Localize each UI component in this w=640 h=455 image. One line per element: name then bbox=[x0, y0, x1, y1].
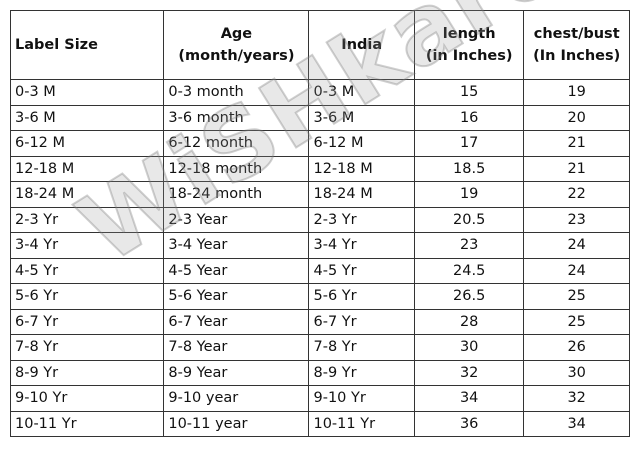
age-cell: 2-3 Year bbox=[163, 206, 310, 233]
header-row: Label Size Age (month/years) India length… bbox=[9, 10, 630, 80]
table-row: 12-18 M 12-18 month 12-18 M 18.5 21 bbox=[9, 155, 630, 182]
chest-cell: 24 bbox=[523, 232, 630, 259]
age-cell: 4-5 Year bbox=[163, 257, 310, 284]
label-size-cell: 2-3 Yr bbox=[9, 206, 165, 233]
chest-cell: 32 bbox=[523, 385, 630, 412]
age-cell: 9-10 year bbox=[163, 385, 310, 412]
chest-cell: 20 bbox=[523, 104, 630, 131]
header-text: chest/bust bbox=[533, 26, 620, 42]
header-text: (In Inches) bbox=[533, 48, 621, 64]
table-row: 5-6 Yr 5-6 Year 5-6 Yr 26.5 25 bbox=[9, 283, 630, 310]
india-cell: 5-6 Yr bbox=[308, 283, 415, 310]
india-cell: 0-3 M bbox=[308, 79, 415, 106]
header-text: Age bbox=[220, 26, 253, 42]
header-text: length bbox=[442, 26, 496, 42]
length-cell: 20.5 bbox=[413, 206, 525, 233]
label-size-cell: 9-10 Yr bbox=[9, 385, 165, 412]
india-cell: 4-5 Yr bbox=[308, 257, 415, 284]
india-cell: 3-6 M bbox=[308, 104, 415, 131]
length-cell: 24.5 bbox=[413, 257, 525, 284]
table-row: 7-8 Yr 7-8 Year 7-8 Yr 30 26 bbox=[9, 334, 630, 361]
length-cell: 23 bbox=[413, 232, 525, 259]
table-row: 2-3 Yr 2-3 Year 2-3 Yr 20.5 23 bbox=[9, 206, 630, 233]
header-text: (in Inches) bbox=[425, 48, 513, 64]
table-row: 4-5 Yr 4-5 Year 4-5 Yr 24.5 24 bbox=[9, 257, 630, 284]
india-cell: 9-10 Yr bbox=[308, 385, 415, 412]
india-cell: 3-4 Yr bbox=[308, 232, 415, 259]
table-row: 6-7 Yr 6-7 Year 6-7 Yr 28 25 bbox=[9, 308, 630, 335]
label-size-cell: 4-5 Yr bbox=[9, 257, 165, 284]
chest-cell: 21 bbox=[523, 130, 630, 157]
age-cell: 3-6 month bbox=[163, 104, 310, 131]
chest-cell: 34 bbox=[523, 410, 630, 437]
chest-cell: 23 bbox=[523, 206, 630, 233]
size-chart-table: Label Size Age (month/years) India length… bbox=[9, 10, 630, 437]
india-cell: 8-9 Yr bbox=[308, 359, 415, 386]
label-size-cell: 0-3 M bbox=[9, 79, 165, 106]
label-size-cell: 3-4 Yr bbox=[9, 232, 165, 259]
label-size-cell: 5-6 Yr bbox=[9, 283, 165, 310]
chest-cell: 24 bbox=[523, 257, 630, 284]
length-cell: 34 bbox=[413, 385, 525, 412]
table-row: 6-12 M 6-12 month 6-12 M 17 21 bbox=[9, 130, 630, 157]
length-cell: 32 bbox=[413, 359, 525, 386]
table-row: 3-6 M 3-6 month 3-6 M 16 20 bbox=[9, 104, 630, 131]
chest-cell: 30 bbox=[523, 359, 630, 386]
length-cell: 18.5 bbox=[413, 155, 525, 182]
header-label-size: Label Size bbox=[9, 10, 165, 80]
age-cell: 6-12 month bbox=[163, 130, 310, 157]
india-cell: 10-11 Yr bbox=[308, 410, 415, 437]
india-cell: 18-24 M bbox=[308, 181, 415, 208]
length-cell: 36 bbox=[413, 410, 525, 437]
length-cell: 28 bbox=[413, 308, 525, 335]
length-cell: 19 bbox=[413, 181, 525, 208]
table-row: 18-24 M 18-24 month 18-24 M 19 22 bbox=[9, 181, 630, 208]
label-size-cell: 6-12 M bbox=[9, 130, 165, 157]
length-cell: 30 bbox=[413, 334, 525, 361]
age-cell: 0-3 month bbox=[163, 79, 310, 106]
india-cell: 2-3 Yr bbox=[308, 206, 415, 233]
header-text: (month/years) bbox=[178, 48, 295, 64]
header-length: length (in Inches) bbox=[413, 10, 525, 80]
age-cell: 3-4 Year bbox=[163, 232, 310, 259]
table-row: 9-10 Yr 9-10 year 9-10 Yr 34 32 bbox=[9, 385, 630, 412]
header-text: India bbox=[341, 37, 383, 53]
india-cell: 12-18 M bbox=[308, 155, 415, 182]
table-row: 0-3 M 0-3 month 0-3 M 15 19 bbox=[9, 79, 630, 106]
label-size-cell: 12-18 M bbox=[9, 155, 165, 182]
label-size-cell: 6-7 Yr bbox=[9, 308, 165, 335]
header-text: Label Size bbox=[15, 37, 98, 53]
chest-cell: 22 bbox=[523, 181, 630, 208]
table-row: 10-11 Yr 10-11 year 10-11 Yr 36 34 bbox=[9, 410, 630, 437]
label-size-cell: 7-8 Yr bbox=[9, 334, 165, 361]
chest-cell: 25 bbox=[523, 283, 630, 310]
age-cell: 7-8 Year bbox=[163, 334, 310, 361]
age-cell: 18-24 month bbox=[163, 181, 310, 208]
length-cell: 15 bbox=[413, 79, 525, 106]
header-age: Age (month/years) bbox=[163, 10, 310, 80]
age-cell: 5-6 Year bbox=[163, 283, 310, 310]
age-cell: 6-7 Year bbox=[163, 308, 310, 335]
chest-cell: 21 bbox=[523, 155, 630, 182]
length-cell: 16 bbox=[413, 104, 525, 131]
india-cell: 7-8 Yr bbox=[308, 334, 415, 361]
chest-cell: 25 bbox=[523, 308, 630, 335]
india-cell: 6-12 M bbox=[308, 130, 415, 157]
age-cell: 12-18 month bbox=[163, 155, 310, 182]
chest-cell: 19 bbox=[523, 79, 630, 106]
length-cell: 17 bbox=[413, 130, 525, 157]
table-row: 3-4 Yr 3-4 Year 3-4 Yr 23 24 bbox=[9, 232, 630, 259]
label-size-cell: 3-6 M bbox=[9, 104, 165, 131]
length-cell: 26.5 bbox=[413, 283, 525, 310]
header-india: India bbox=[308, 10, 415, 80]
label-size-cell: 18-24 M bbox=[9, 181, 165, 208]
header-chest: chest/bust (In Inches) bbox=[523, 10, 630, 80]
label-size-cell: 8-9 Yr bbox=[9, 359, 165, 386]
label-size-cell: 10-11 Yr bbox=[9, 410, 165, 437]
india-cell: 6-7 Yr bbox=[308, 308, 415, 335]
age-cell: 8-9 Year bbox=[163, 359, 310, 386]
age-cell: 10-11 year bbox=[163, 410, 310, 437]
chest-cell: 26 bbox=[523, 334, 630, 361]
table-row: 8-9 Yr 8-9 Year 8-9 Yr 32 30 bbox=[9, 359, 630, 386]
